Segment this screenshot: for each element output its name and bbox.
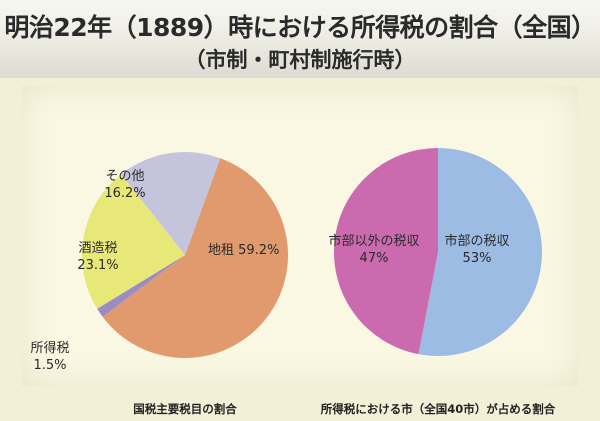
pie2-label-0: 市部の税収 — [444, 233, 509, 249]
pie1-label-1: 所得税 — [30, 340, 69, 356]
pie2-value-1: 47% — [360, 251, 389, 266]
pie1-slice-3 — [121, 151, 221, 255]
pie1-slice-1 — [97, 255, 185, 317]
pie1-label-2: 酒造税 — [78, 241, 117, 256]
pie1-value-3: 16.2% — [104, 186, 145, 201]
page-title: 明治22年（1889）時における所得税の割合（全国） — [4, 13, 596, 42]
pie2-caption: 所得税における市（全国40市）が占める割合 — [321, 402, 556, 416]
pie1-value-2: 23.1% — [77, 258, 118, 273]
pie2-label-1: 市部以外の税収 — [328, 233, 419, 249]
pie2-slice-1 — [333, 148, 438, 355]
header: 明治22年（1889）時における所得税の割合（全国） （市制・町村制施行時） — [0, 0, 600, 78]
pie1-slice-2 — [81, 174, 185, 309]
pie1-slice-0 — [102, 158, 289, 358]
pie1-value-1: 1.5% — [33, 358, 66, 373]
pie1-caption: 国税主要税目の割合 — [133, 402, 237, 416]
page-subtitle: （市制・町村制施行時） — [184, 48, 416, 72]
pie2-value-0: 53% — [463, 251, 492, 266]
pie2-slice-0 — [418, 148, 542, 356]
pie1-label-0: 地租 59.2% — [208, 243, 279, 258]
pie1-label-3: その他 — [105, 169, 144, 184]
